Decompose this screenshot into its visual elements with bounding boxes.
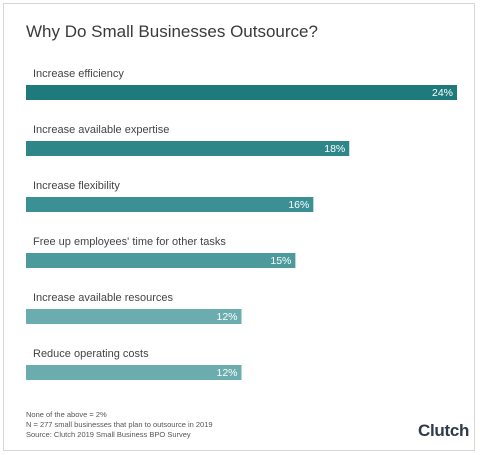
chart-title: Why Do Small Businesses Outsource? — [26, 22, 318, 41]
bar-value-label: 18% — [324, 143, 345, 155]
bar — [26, 197, 314, 212]
bar — [26, 365, 242, 380]
bar — [26, 253, 296, 268]
bar-value-label: 12% — [216, 311, 237, 323]
category-label: Increase efficiency — [33, 68, 124, 80]
bar — [26, 85, 457, 100]
bar-value-label: 12% — [216, 367, 237, 379]
clutch-logo: Clutch — [418, 421, 470, 440]
bar — [26, 141, 350, 156]
footnote-none-of-above: None of the above = 2% — [26, 410, 107, 419]
bar — [26, 309, 242, 324]
category-label: Increase available resources — [33, 292, 174, 304]
footnotes: None of the above = 2% N = 277 small bus… — [26, 410, 213, 440]
footnote-source: Source: Clutch 2019 Small Business BPO S… — [26, 430, 191, 439]
bar-value-label: 24% — [432, 87, 453, 99]
bar-value-label: 16% — [288, 199, 309, 211]
category-label: Reduce operating costs — [33, 348, 149, 360]
category-label: Increase available expertise — [33, 124, 169, 136]
category-label: Free up employees' time for other tasks — [33, 236, 226, 248]
bar-value-label: 15% — [270, 255, 291, 267]
footnote-sample-size: N = 277 small businesses that plan to ou… — [26, 420, 213, 429]
category-label: Increase flexibility — [33, 180, 120, 192]
